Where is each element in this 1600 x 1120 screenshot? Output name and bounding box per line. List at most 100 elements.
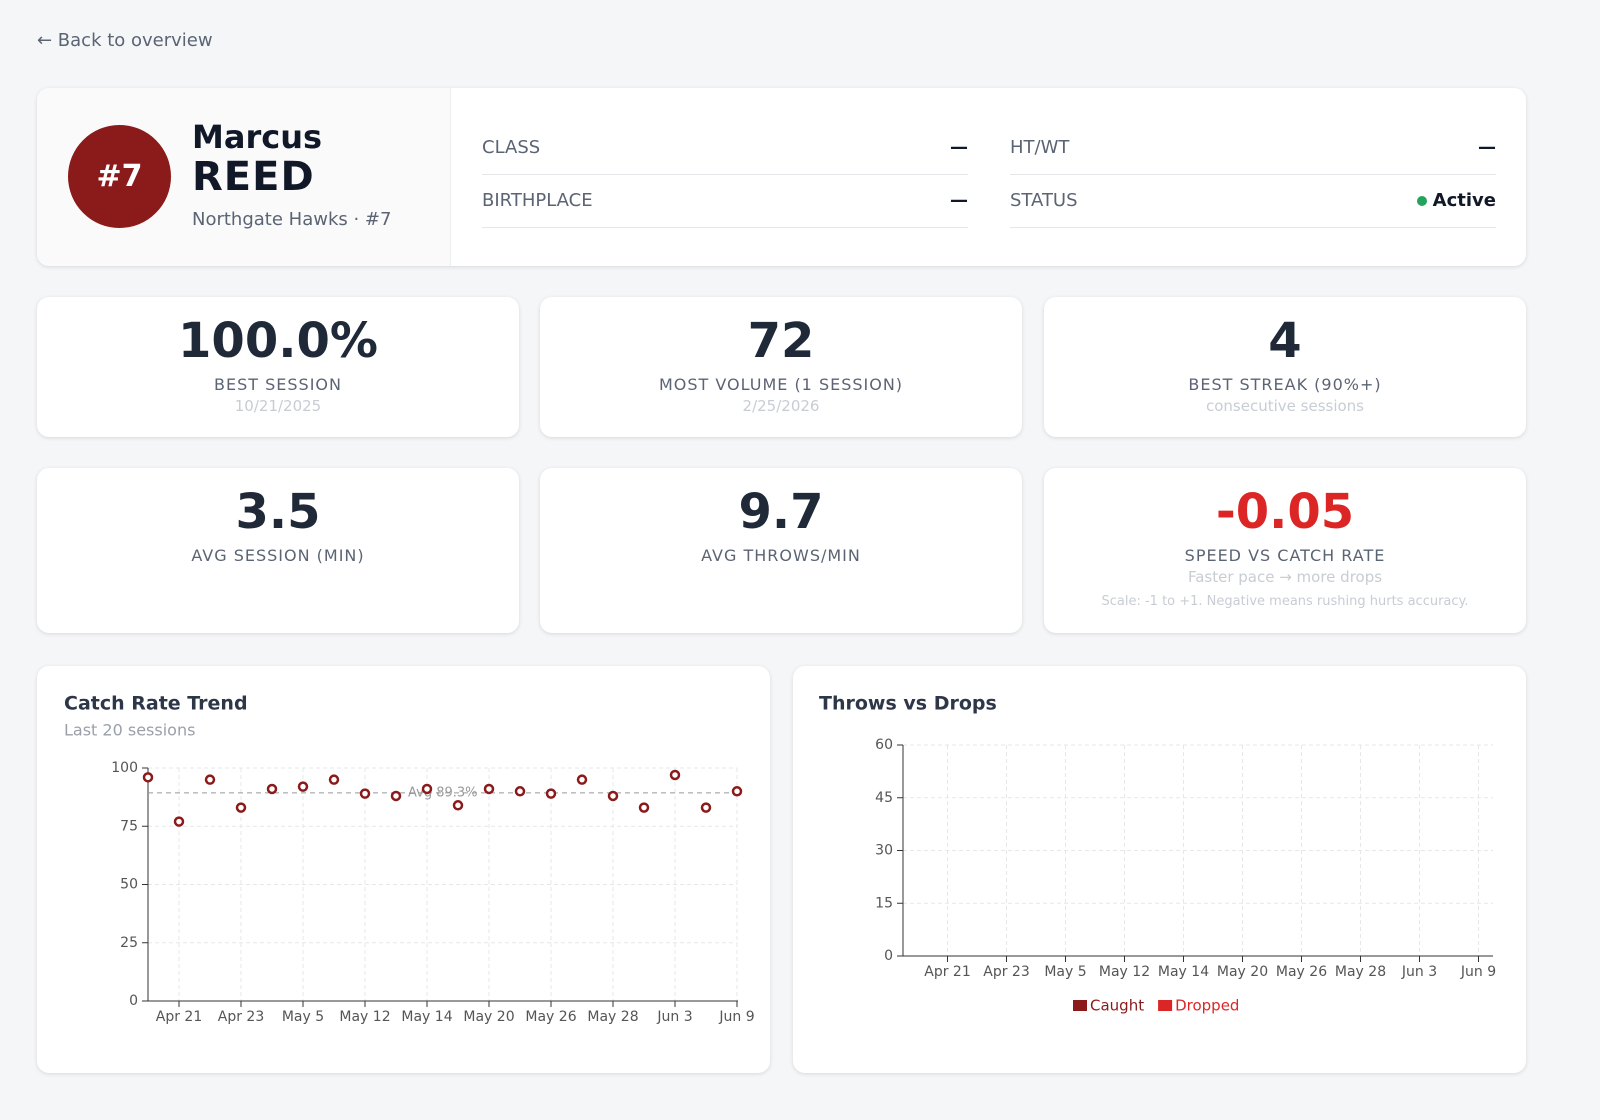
stat-note: consecutive sessions [1206, 397, 1364, 415]
stat-label: AVG SESSION (MIN) [191, 546, 365, 565]
chart-title: Catch Rate Trend [64, 693, 248, 715]
x-tick-label: May 28 [587, 1009, 638, 1025]
stat-note: 2/25/2026 [742, 397, 820, 415]
point [514, 786, 526, 797]
point [700, 802, 712, 813]
detail-value: — [1478, 137, 1496, 158]
point [669, 769, 681, 781]
x-tick-label: May 12 [1099, 964, 1150, 980]
stat-card: 4 BEST STREAK (90%+) consecutive sessions [1044, 297, 1526, 437]
point [607, 790, 619, 802]
stat-card: -0.05 SPEED VS CATCH RATE Faster pace → mo… [1044, 468, 1526, 633]
stat-label: AVG THROWS/MIN [701, 546, 861, 565]
x-tick-label: May 14 [401, 1009, 452, 1025]
y-tick-label: 50 [120, 877, 138, 893]
stat-card: 100.0% BEST SESSION 10/21/2025 [37, 297, 519, 437]
y-tick-label: 15 [875, 895, 893, 911]
x-tick-label: May 5 [1044, 964, 1086, 980]
x-tick-label: May 26 [525, 1009, 576, 1025]
x-tick-label: May 26 [1276, 964, 1327, 980]
point [328, 774, 340, 785]
team: Northgate Hawks · #7 [192, 209, 392, 230]
first-name: Marcus [192, 118, 323, 156]
point [204, 774, 216, 785]
x-tick-label: Apr 23 [983, 964, 1029, 980]
stat-note: Scale: -1 to +1. Negative means rushing … [1101, 594, 1469, 609]
y-tick-label: 45 [875, 790, 893, 806]
y-tick-label: 0 [884, 948, 893, 964]
x-tick-label: Apr 21 [924, 964, 970, 980]
detail-label: CLASS [482, 137, 541, 158]
y-tick-label: 30 [875, 843, 893, 859]
stat-value: 100.0% [178, 313, 378, 369]
detail-value: — [950, 190, 968, 211]
detail-row: CLASS — [482, 122, 968, 175]
point [638, 802, 650, 813]
point [142, 772, 154, 783]
stat-value: 3.5 [235, 484, 321, 540]
detail-label: STATUS [1010, 190, 1078, 211]
detail-text: — [950, 137, 968, 158]
detail-value: Active [1416, 190, 1496, 211]
x-tick-label: May 28 [1335, 964, 1386, 980]
y-tick-label: 60 [875, 737, 893, 753]
x-tick-label: Jun 9 [718, 1009, 754, 1025]
x-tick-label: Jun 9 [1460, 964, 1496, 980]
legend-label: Dropped [1175, 997, 1239, 1015]
point [390, 790, 402, 802]
stat-label: BEST STREAK (90%+) [1188, 375, 1382, 394]
x-tick-label: Jun 3 [656, 1009, 692, 1025]
point [173, 816, 185, 827]
x-tick-label: Jun 3 [1401, 964, 1437, 980]
point [359, 788, 371, 799]
x-tick-label: Apr 21 [156, 1009, 202, 1025]
detail-text: — [1478, 137, 1496, 158]
detail-label: HT/WT [1010, 137, 1070, 158]
stat-card: 3.5 AVG SESSION (MIN) [37, 468, 519, 633]
detail-text: Active [1432, 190, 1496, 211]
detail-label: BIRTHPLACE [482, 190, 593, 211]
chart: Catch Rate Trend Last 20 sessions 0 25 50 75 1… [64, 693, 755, 1026]
chart-card [37, 666, 770, 1073]
detail-value: — [950, 137, 968, 158]
stat-label: SPEED VS CATCH RATE [1184, 546, 1386, 565]
x-tick-label: May 20 [1217, 964, 1268, 980]
y-tick-label: 75 [120, 818, 138, 834]
x-tick-label: May 14 [1158, 964, 1209, 980]
x-tick-label: May 20 [463, 1009, 514, 1025]
x-tick-label: Apr 23 [218, 1009, 264, 1025]
point [421, 783, 433, 795]
stat-value: 4 [1268, 313, 1302, 369]
legend-swatch [1073, 1000, 1087, 1011]
status-dot [1416, 195, 1427, 206]
detail-row: BIRTHPLACE — [482, 175, 968, 228]
legend-swatch [1158, 1000, 1173, 1011]
last-name: REED [192, 154, 315, 200]
stat-label: MOST VOLUME (1 SESSION) [658, 375, 904, 394]
stat-label: BEST SESSION [214, 375, 342, 394]
legend-label: Caught [1090, 997, 1144, 1015]
badge: #7 [68, 125, 171, 228]
detail-row: HT/WT — [1010, 122, 1496, 175]
stat-value: 72 [747, 313, 815, 369]
point [452, 800, 464, 811]
point [731, 786, 743, 797]
detail-row: STATUS Active [1010, 175, 1496, 228]
stat-value: -0.05 [1215, 484, 1355, 540]
point [545, 788, 557, 799]
point [266, 783, 278, 795]
back-link[interactable]: ← Back to overview [37, 30, 213, 51]
y-tick-label: 100 [111, 760, 138, 776]
chart: Throws vs Drops 0 15 30 45 60 Apr 21 Apr 23 May … [819, 693, 1496, 1015]
stat-value: 9.7 [738, 484, 824, 540]
point [576, 774, 588, 785]
point [483, 783, 495, 795]
chart-subtitle: Last 20 sessions [64, 721, 195, 740]
chart-title: Throws vs Drops [819, 693, 997, 715]
x-tick-label: May 12 [339, 1009, 390, 1025]
stat-note: Faster pace → more drops [1187, 568, 1383, 586]
stat-card: 9.7 AVG THROWS/MIN [540, 468, 1022, 633]
detail-text: — [950, 190, 968, 211]
profile-card: #7 Marcus REED Northgate Hawks · #7 CLAS… [37, 88, 1526, 266]
